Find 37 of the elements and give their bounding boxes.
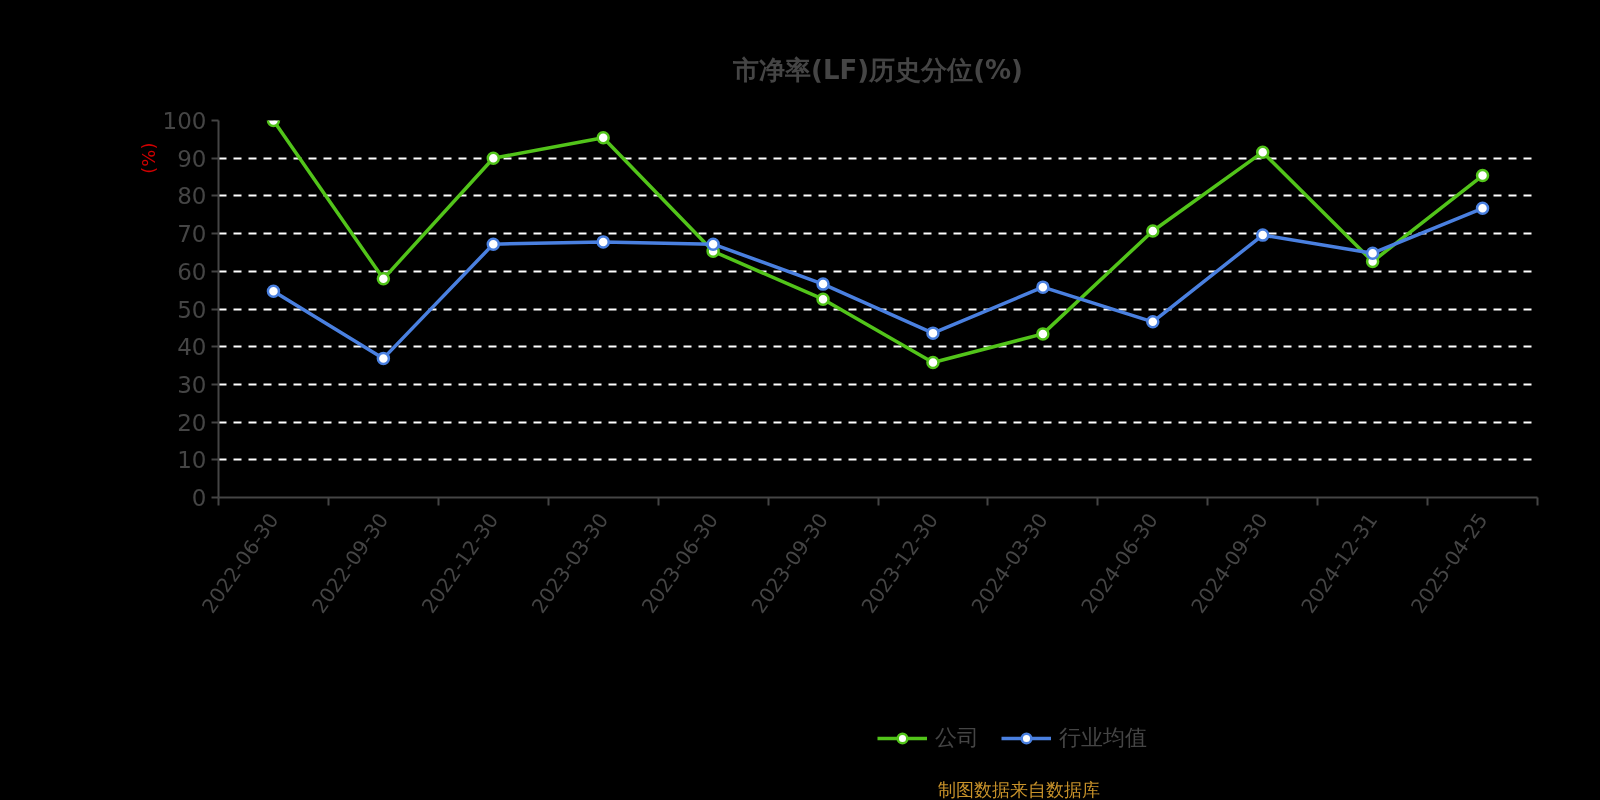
point bbox=[816, 292, 830, 306]
y-tick-label: 20 bbox=[177, 409, 207, 436]
text: 制图数据来自数据库 bbox=[937, 779, 1100, 800]
legend-label: 行业均值 bbox=[1059, 724, 1147, 752]
point bbox=[1475, 168, 1490, 183]
y-tick-label: 80 bbox=[177, 183, 207, 210]
point bbox=[926, 355, 940, 370]
point bbox=[1475, 201, 1490, 216]
point bbox=[596, 131, 610, 145]
point bbox=[1146, 224, 1160, 238]
y-tick-label: 0 bbox=[191, 485, 207, 511]
point bbox=[816, 277, 830, 291]
y-tick-label: 50 bbox=[177, 296, 207, 323]
y-tick-label: 30 bbox=[177, 371, 207, 398]
point bbox=[1036, 280, 1050, 294]
y-tick-label: 70 bbox=[177, 221, 207, 248]
point bbox=[1146, 315, 1160, 329]
point bbox=[486, 237, 501, 251]
y-tick-label: 10 bbox=[177, 447, 207, 474]
point bbox=[1036, 327, 1050, 341]
point bbox=[1255, 145, 1270, 159]
point bbox=[596, 235, 610, 249]
chart-title: 市净率(LF)历史分位(%) bbox=[732, 54, 1023, 85]
point bbox=[376, 272, 391, 286]
point bbox=[706, 237, 720, 251]
y-tick-label: 40 bbox=[177, 334, 207, 361]
point bbox=[266, 284, 281, 299]
point bbox=[376, 351, 391, 366]
point bbox=[486, 151, 501, 165]
point bbox=[926, 326, 940, 340]
legend-label: 公司 bbox=[935, 724, 979, 752]
y-tick-label: 90 bbox=[177, 145, 207, 172]
point bbox=[1365, 246, 1380, 260]
y-tick-label: 60 bbox=[177, 258, 207, 285]
point bbox=[1255, 228, 1270, 242]
y-tick-label: 100 bbox=[162, 108, 207, 134]
y-axis-title: (%) bbox=[137, 142, 159, 174]
